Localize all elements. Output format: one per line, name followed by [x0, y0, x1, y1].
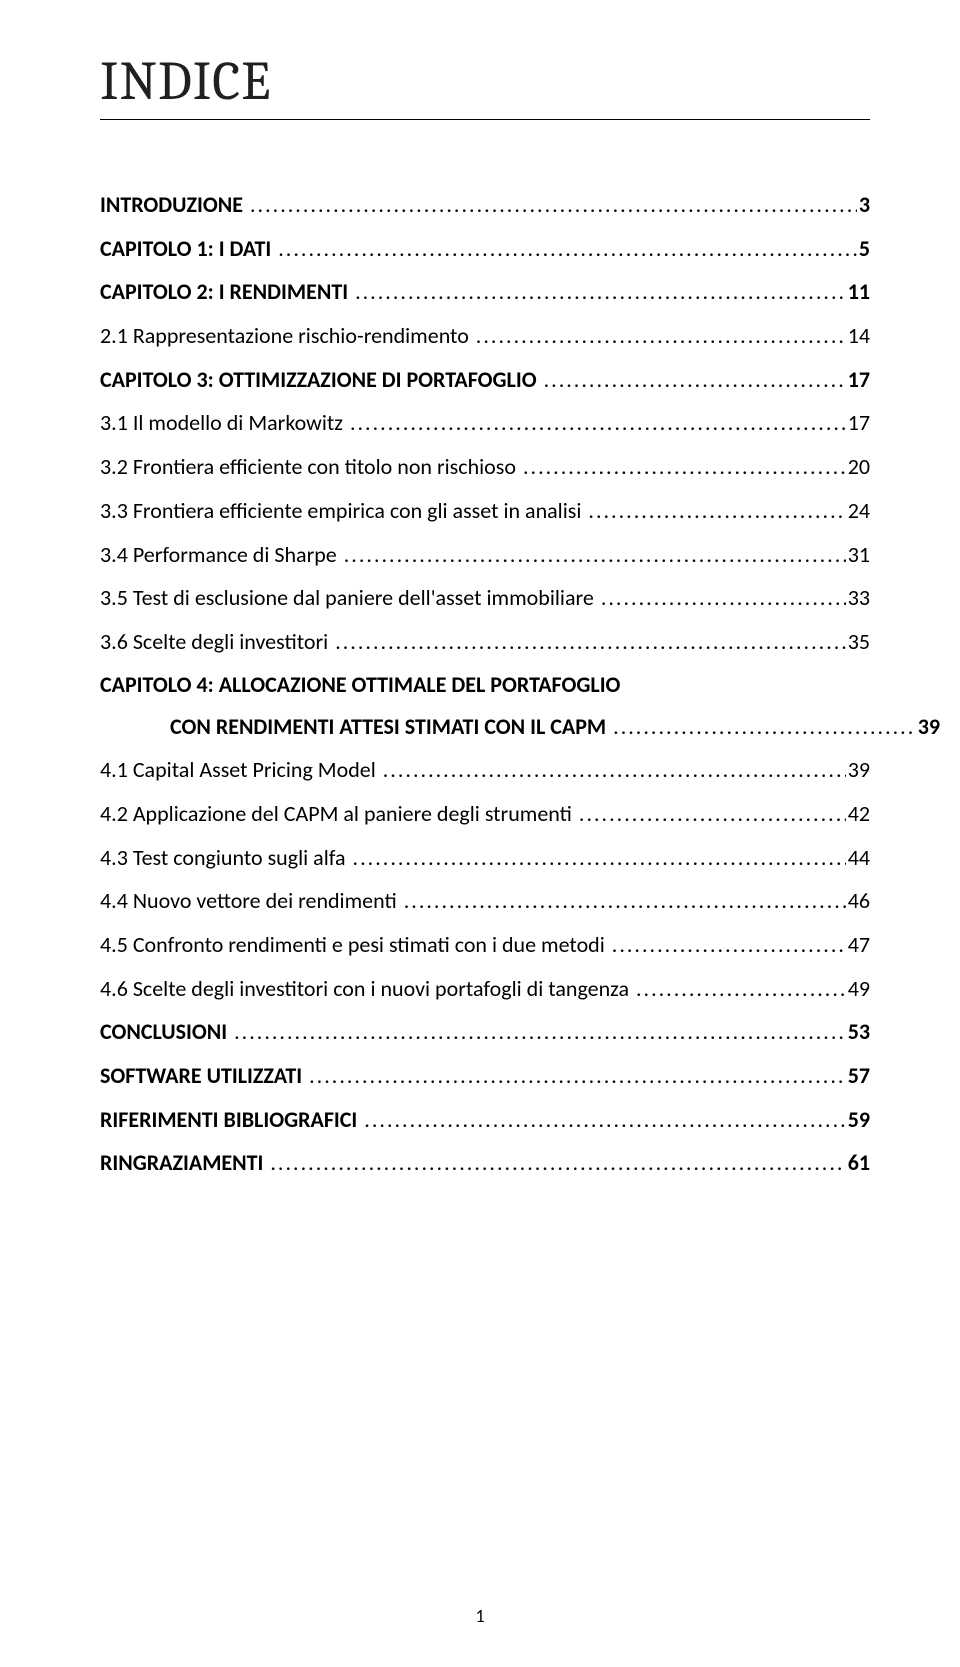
toc-entry: 4.2 Applicazione del CAPM al paniere deg… [100, 799, 870, 829]
toc-entry-page: 49 [846, 974, 870, 1004]
toc-entry: RIFERIMENTI BIBLIOGRAFICI 59 [100, 1105, 870, 1135]
toc-entry: 3.1 Il modello di Markowitz 17 [100, 408, 870, 438]
toc-entry-label: RIFERIMENTI BIBLIOGRAFICI [100, 1105, 362, 1135]
toc-entry: RINGRAZIAMENTI 61 [100, 1148, 870, 1178]
toc-entry-label: 4.2 Applicazione del CAPM al paniere deg… [100, 799, 577, 829]
toc-container-after: 4.1 Capital Asset Pricing Model 39 4.2 Ap… [100, 755, 870, 1178]
toc-leader [351, 843, 846, 873]
toc-entry-page: 57 [846, 1061, 870, 1091]
title-underline [100, 119, 870, 120]
toc-entry-label: 3.4 Performance di Sharpe [100, 540, 342, 570]
toc-entry: 4.6 Scelte degli investitori con i nuovi… [100, 974, 870, 1004]
toc-leader [276, 234, 857, 264]
document-page: INDICE INTRODUZIONE 3 CAPITOLO 1: I DATI … [0, 0, 960, 1667]
toc-leader [342, 540, 846, 570]
toc-leader [402, 886, 846, 916]
toc-entry-page: 53 [846, 1017, 870, 1047]
toc-leader [232, 1017, 846, 1047]
toc-leader [268, 1148, 845, 1178]
toc-entry: 3.3 Frontiera efficiente empirica con gl… [100, 496, 870, 526]
toc-entry-label: 4.3 Test congiunto sugli alfa [100, 843, 351, 873]
toc-leader [381, 755, 846, 785]
toc-entry-page: 61 [846, 1148, 870, 1178]
toc-entry-label: CAPITOLO 1: I DATI [100, 234, 276, 264]
toc-entry-label: RINGRAZIAMENTI [100, 1148, 268, 1178]
toc-entry: 2.1 Rappresentazione rischio-rendimento … [100, 321, 870, 351]
toc-entry: SOFTWARE UTILIZZATI 57 [100, 1061, 870, 1091]
toc-entry-page: 14 [846, 321, 870, 351]
toc-entry-line2: CON RENDIMENTI ATTESI STIMATI CON IL CAP… [100, 712, 940, 742]
toc-leader [521, 452, 846, 482]
toc-leader [474, 321, 846, 351]
toc-entry-label: SOFTWARE UTILIZZATI [100, 1061, 307, 1091]
toc-leader [586, 496, 845, 526]
toc-entry-label: 3.1 Il modello di Markowitz [100, 408, 348, 438]
toc-entry-label: 4.4 Nuovo vettore dei rendimenti [100, 886, 402, 916]
toc-entry: 4.3 Test congiunto sugli alfa 44 [100, 843, 870, 873]
toc-entry-page: 42 [846, 799, 870, 829]
toc-entry-page: 20 [846, 452, 870, 482]
toc-entry-label: 3.5 Test di esclusione dal paniere dell'… [100, 583, 599, 613]
toc-entry-page: 33 [846, 583, 870, 613]
toc-leader [348, 408, 846, 438]
toc-entry-page: 5 [857, 234, 870, 264]
toc-entry: 3.5 Test di esclusione dal paniere dell'… [100, 583, 870, 613]
toc-entry-page: 39 [916, 712, 940, 742]
toc-entry-page: 17 [846, 365, 870, 395]
toc-entry-label: CAPITOLO 3: OTTIMIZZAZIONE DI PORTAFOGLI… [100, 365, 542, 395]
toc-leader [542, 365, 846, 395]
toc-leader [634, 974, 846, 1004]
toc-entry: CAPITOLO 2: I RENDIMENTI 11 [100, 277, 870, 307]
toc-entry-label: 3.3 Frontiera efficiente empirica con gl… [100, 496, 586, 526]
toc-leader [353, 277, 846, 307]
toc-entry-label: 3.2 Frontiera efficiente con titolo non … [100, 452, 521, 482]
toc-entry-label: 4.5 Confronto rendimenti e pesi stimati … [100, 930, 610, 960]
toc-entry-page: 24 [846, 496, 870, 526]
toc-leader [611, 712, 916, 742]
toc-entry: INTRODUZIONE 3 [100, 190, 870, 220]
toc-container: INTRODUZIONE 3CAPITOLO 1: I DATI 5CAPITO… [100, 190, 870, 657]
toc-entry-page: 46 [846, 886, 870, 916]
toc-entry-label: CAPITOLO 2: I RENDIMENTI [100, 277, 353, 307]
toc-entry-label-line1: CAPITOLO 4: ALLOCAZIONE OTTIMALE DEL POR… [100, 671, 870, 698]
toc-entry: CAPITOLO 1: I DATI 5 [100, 234, 870, 264]
toc-entry-label: 2.1 Rappresentazione rischio-rendimento [100, 321, 474, 351]
toc-entry-label: 4.1 Capital Asset Pricing Model [100, 755, 381, 785]
toc-entry: 4.5 Confronto rendimenti e pesi stimati … [100, 930, 870, 960]
toc-entry-page: 17 [846, 408, 870, 438]
toc-leader [577, 799, 846, 829]
toc-entry-label: 3.6 Scelte degli investitori [100, 627, 333, 657]
toc-entry: CAPITOLO 3: OTTIMIZZAZIONE DI PORTAFOGLI… [100, 365, 870, 395]
toc-entry-label: CONCLUSIONI [100, 1017, 232, 1047]
page-title: INDICE [100, 50, 870, 113]
toc-entry-label: 4.6 Scelte degli investitori con i nuovi… [100, 974, 634, 1004]
toc-entry: 3.4 Performance di Sharpe 31 [100, 540, 870, 570]
footer-page-number: 1 [0, 1605, 960, 1627]
toc-entry: 4.1 Capital Asset Pricing Model 39 [100, 755, 870, 785]
toc-entry-label: CON RENDIMENTI ATTESI STIMATI CON IL CAP… [170, 712, 611, 742]
toc-entry: 3.6 Scelte degli investitori 35 [100, 627, 870, 657]
toc-entry-page: 47 [846, 930, 870, 960]
toc-leader [599, 583, 846, 613]
toc-leader [610, 930, 846, 960]
toc-entry-page: 35 [846, 627, 870, 657]
toc-entry-multiline: CAPITOLO 4: ALLOCAZIONE OTTIMALE DEL POR… [100, 671, 870, 756]
toc-entry: CONCLUSIONI 53 [100, 1017, 870, 1047]
toc-entry-page: 59 [846, 1105, 870, 1135]
toc-entry: 4.4 Nuovo vettore dei rendimenti 46 [100, 886, 870, 916]
toc-entry-page: 3 [857, 190, 870, 220]
toc-entry: 3.2 Frontiera efficiente con titolo non … [100, 452, 870, 482]
toc-leader [307, 1061, 846, 1091]
toc-entry-page: 39 [846, 755, 870, 785]
toc-entry-page: 11 [846, 277, 870, 307]
toc-entry-label: INTRODUZIONE [100, 190, 248, 220]
toc-leader [333, 627, 845, 657]
toc-leader [248, 190, 857, 220]
toc-leader [362, 1105, 845, 1135]
toc-entry-page: 44 [846, 843, 870, 873]
toc-entry-page: 31 [846, 540, 870, 570]
